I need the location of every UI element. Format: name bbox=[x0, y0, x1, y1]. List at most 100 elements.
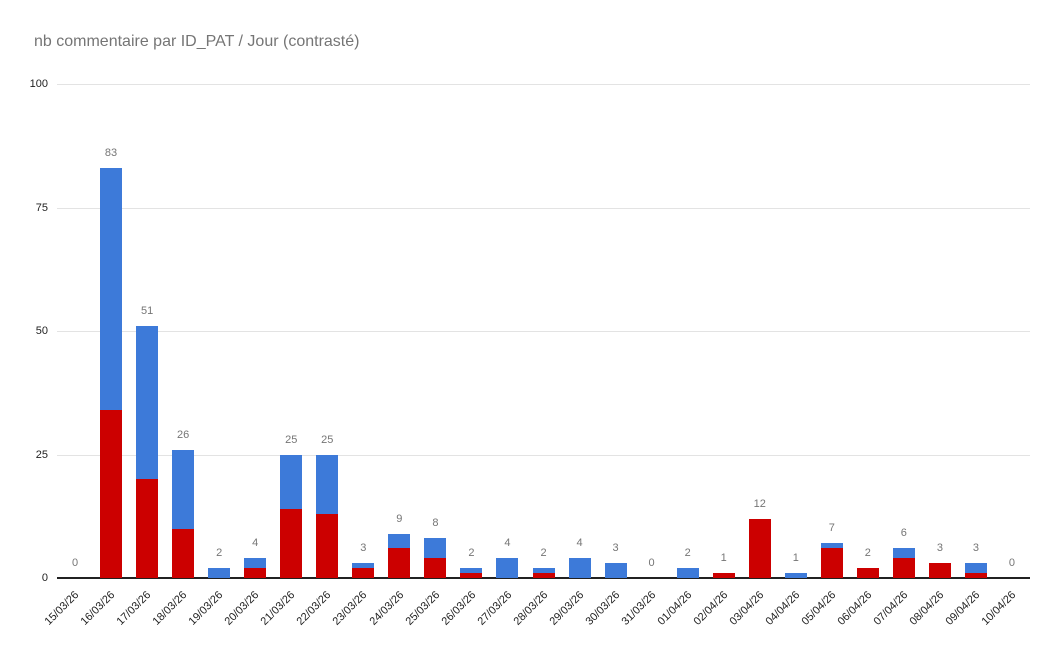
x-axis-line bbox=[57, 577, 1030, 579]
bar-segment-blue[interactable] bbox=[496, 558, 519, 578]
x-tick-label: 16/03/26 bbox=[0, 585, 118, 628]
bar-stack[interactable] bbox=[532, 568, 555, 578]
bar-segment-blue[interactable] bbox=[424, 538, 447, 559]
bar-segment-red[interactable] bbox=[856, 568, 879, 578]
bar-stack[interactable] bbox=[784, 573, 807, 578]
bar-stack[interactable] bbox=[964, 563, 987, 578]
x-tick-label-text: 03/04/26 bbox=[727, 589, 767, 628]
x-tick-label-text: 04/04/26 bbox=[763, 589, 803, 628]
y-tick-label: 75 bbox=[35, 201, 48, 214]
bar-segment-red[interactable] bbox=[172, 528, 195, 578]
x-tick-label: 22/03/26 bbox=[205, 585, 334, 628]
x-tick-label: 31/03/26 bbox=[530, 585, 658, 628]
bar-segment-red[interactable] bbox=[820, 548, 843, 578]
bar-stack[interactable] bbox=[820, 543, 843, 578]
gridline bbox=[57, 207, 1030, 209]
bar-segment-red[interactable] bbox=[100, 410, 123, 578]
bar-stack[interactable] bbox=[676, 568, 699, 578]
bar-segment-red[interactable] bbox=[244, 568, 267, 578]
bar-segment-blue[interactable] bbox=[172, 449, 195, 529]
bar-stack[interactable] bbox=[604, 563, 627, 578]
bar-segment-blue[interactable] bbox=[352, 563, 375, 569]
bar-stack[interactable] bbox=[208, 568, 231, 578]
bar-segment-blue[interactable] bbox=[964, 563, 987, 574]
x-tick-label-text: 07/04/26 bbox=[871, 589, 911, 628]
bar-segment-blue[interactable] bbox=[820, 543, 843, 549]
bar-value-label: 3 bbox=[612, 542, 619, 555]
bar-stack[interactable] bbox=[424, 538, 447, 578]
x-tick-label: 23/03/26 bbox=[241, 585, 370, 628]
bar-segment-red[interactable] bbox=[136, 479, 159, 578]
bar-value-label: 12 bbox=[753, 497, 766, 510]
bar-value-label: 8 bbox=[432, 517, 439, 530]
bar-stack[interactable] bbox=[460, 568, 483, 578]
y-tick-label: 50 bbox=[35, 325, 48, 337]
bar-segment-blue[interactable] bbox=[280, 454, 303, 509]
x-tick-label-text: 20/03/26 bbox=[222, 589, 262, 628]
bar-value-label: 0 bbox=[1008, 557, 1016, 569]
x-tick-label-text: 15/03/26 bbox=[42, 589, 82, 628]
bar-segment-blue[interactable] bbox=[136, 326, 159, 480]
bar-stack[interactable] bbox=[100, 167, 123, 578]
x-tick-label: 05/04/26 bbox=[710, 585, 838, 628]
bar-value-label: 2 bbox=[540, 547, 547, 560]
bar-segment-red[interactable] bbox=[316, 513, 339, 578]
bar-segment-blue[interactable] bbox=[784, 573, 807, 578]
bar-segment-red[interactable] bbox=[352, 568, 375, 578]
x-tick-label-text: 29/03/26 bbox=[547, 589, 587, 628]
x-tick-label: 18/03/26 bbox=[61, 585, 190, 628]
bar-segment-red[interactable] bbox=[892, 558, 915, 578]
bar-segment-blue[interactable] bbox=[892, 548, 915, 559]
bar-segment-red[interactable] bbox=[928, 563, 951, 578]
bar-segment-blue[interactable] bbox=[388, 533, 411, 549]
bar-segment-red[interactable] bbox=[964, 573, 987, 578]
bar-value-label: 3 bbox=[360, 542, 367, 555]
bar-segment-red[interactable] bbox=[280, 508, 303, 578]
bar-stack[interactable] bbox=[892, 548, 915, 578]
x-tick-label: 30/03/26 bbox=[494, 585, 622, 628]
bar-stack[interactable] bbox=[388, 533, 411, 578]
bar-stack[interactable] bbox=[748, 518, 771, 578]
bar-value-label: 4 bbox=[504, 537, 511, 550]
bar-segment-red[interactable] bbox=[748, 518, 771, 578]
bar-stack[interactable] bbox=[856, 568, 879, 578]
bar-segment-blue[interactable] bbox=[208, 568, 231, 578]
x-tick-label: 17/03/26 bbox=[25, 585, 154, 628]
bar-value-label: 2 bbox=[216, 547, 223, 560]
bar-stack[interactable] bbox=[244, 558, 267, 578]
x-tick-label-text: 23/03/26 bbox=[331, 589, 370, 628]
bar-segment-blue[interactable] bbox=[676, 568, 699, 578]
bar-segment-blue[interactable] bbox=[460, 568, 483, 574]
x-tick-label-text: 09/04/26 bbox=[943, 589, 983, 628]
bar-segment-red[interactable] bbox=[424, 558, 447, 578]
bar-stack[interactable] bbox=[172, 449, 195, 578]
x-tick-label-text: 19/03/26 bbox=[186, 589, 226, 628]
bar-stack[interactable] bbox=[352, 563, 375, 578]
bar-value-label: 1 bbox=[792, 552, 799, 565]
bar-stack[interactable] bbox=[928, 563, 951, 578]
bar-segment-blue[interactable] bbox=[244, 558, 267, 569]
bar-stack[interactable] bbox=[568, 558, 591, 578]
x-tick-label: 24/03/26 bbox=[277, 585, 406, 628]
bar-segment-blue[interactable] bbox=[568, 558, 591, 578]
bar-stack[interactable] bbox=[136, 326, 159, 578]
bar-segment-blue[interactable] bbox=[100, 167, 123, 411]
bar-segment-red[interactable] bbox=[532, 573, 555, 578]
bar-stack[interactable] bbox=[316, 454, 339, 579]
bar-segment-red[interactable] bbox=[388, 548, 411, 578]
x-tick-label-text: 31/03/26 bbox=[619, 589, 659, 628]
x-tick-label-text: 30/03/26 bbox=[583, 589, 623, 628]
x-tick-label: 19/03/26 bbox=[97, 585, 226, 628]
bar-segment-red[interactable] bbox=[712, 573, 735, 578]
bar-stack[interactable] bbox=[712, 573, 735, 578]
gridline bbox=[57, 84, 1030, 85]
bar-segment-blue[interactable] bbox=[532, 568, 555, 574]
bar-stack[interactable] bbox=[280, 454, 303, 579]
x-tick-label-text: 21/03/26 bbox=[258, 589, 298, 628]
bar-segment-blue[interactable] bbox=[316, 454, 339, 514]
x-tick-label: 06/04/26 bbox=[746, 585, 875, 628]
bar-segment-blue[interactable] bbox=[604, 563, 627, 578]
bar-stack[interactable] bbox=[496, 558, 519, 578]
bar-segment-red[interactable] bbox=[460, 573, 483, 578]
x-tick-label-text: 02/04/26 bbox=[691, 589, 731, 628]
